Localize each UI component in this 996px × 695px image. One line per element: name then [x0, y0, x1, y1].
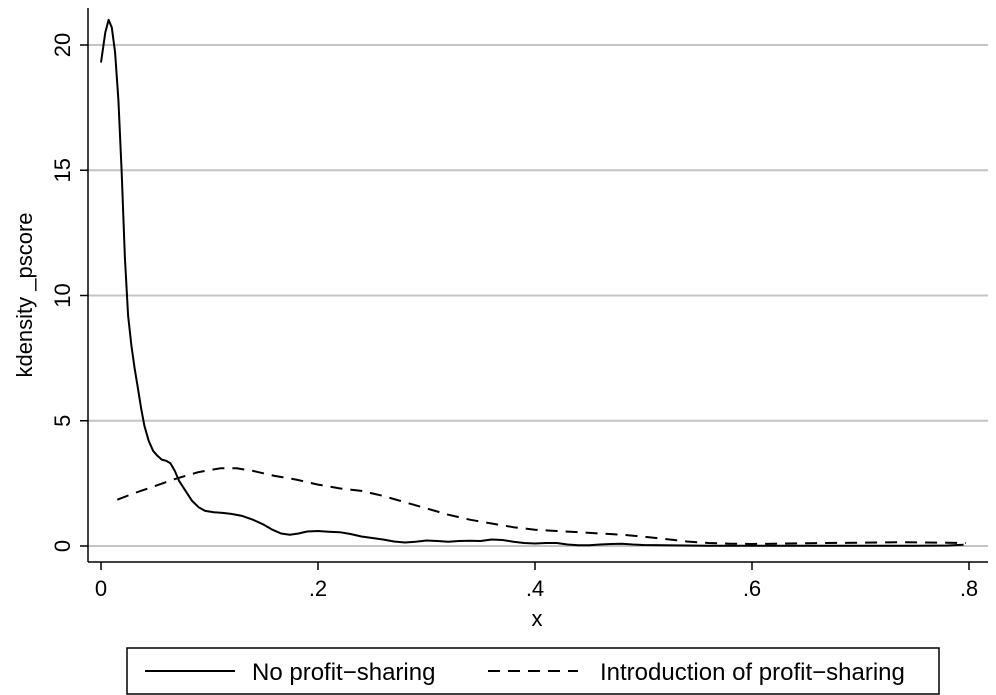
- y-tick-label-4: 20: [50, 33, 75, 57]
- x-ticks: 0 .2 .4 .6 .8: [95, 562, 978, 601]
- legend: No profit−sharing Introduction of profit…: [126, 647, 940, 695]
- x-tick-label-3: .6: [743, 576, 761, 601]
- y-tick-label-0: 0: [50, 540, 75, 552]
- x-tick-label-1: .2: [309, 576, 327, 601]
- legend-label-no-profit-sharing: No profit−sharing: [252, 659, 435, 686]
- series-line-0: [100, 18, 964, 547]
- legend-label-introduction-of-profit-sharing: Introduction of profit−sharing: [600, 659, 905, 686]
- x-tick-label-4: .8: [960, 576, 978, 601]
- series-line-1: [116, 467, 966, 545]
- y-ticks: 0 5 10 15 20: [50, 33, 88, 552]
- x-tick-label-0: 0: [95, 576, 107, 601]
- gridlines: [88, 44, 988, 547]
- x-tick-label-2: .4: [526, 576, 544, 601]
- y-tick-label-3: 15: [50, 158, 75, 182]
- y-tick-label-2: 10: [50, 283, 75, 307]
- x-axis-title: x: [532, 606, 543, 631]
- series-lines: [100, 18, 966, 547]
- y-axis-title: kdensity _pscore: [12, 212, 37, 377]
- axes: [87, 8, 988, 563]
- y-tick-label-1: 5: [50, 415, 75, 427]
